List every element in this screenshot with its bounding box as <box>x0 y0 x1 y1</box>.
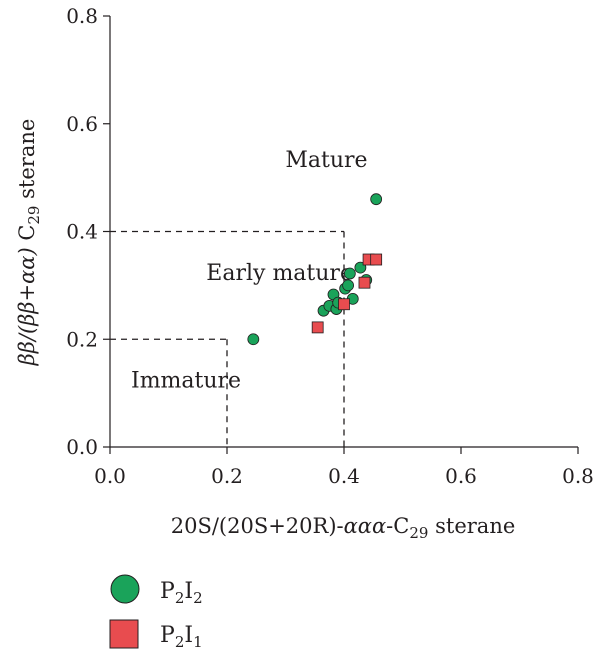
point-p2i2 <box>343 267 356 280</box>
region-labels: Mature Early mature Immature <box>131 148 368 394</box>
y-ticks: 0.0 0.2 0.4 0.6 0.8 <box>66 4 110 459</box>
legend: P2I2 P2I1 <box>109 574 203 651</box>
legend-item-p2i2: P2I2 <box>110 574 203 607</box>
region-label-early-mature: Early mature <box>206 261 353 286</box>
legend-label-p2i2: P2I2 <box>160 579 203 607</box>
point-p2i1 <box>370 253 383 266</box>
data-points <box>247 193 383 346</box>
x-tick-label: 0.0 <box>94 464 126 488</box>
x-tick-label: 0.8 <box>562 464 594 488</box>
point-p2i2 <box>370 193 383 206</box>
region-label-mature: Mature <box>285 148 367 173</box>
y-tick-label: 0.6 <box>66 112 98 136</box>
point-p2i2 <box>342 279 354 292</box>
y-tick-label: 0.8 <box>66 4 98 28</box>
legend-marker-circle <box>110 574 140 604</box>
legend-marker-square <box>109 619 139 649</box>
y-tick-label: 0.0 <box>66 435 98 459</box>
point-p2i1 <box>338 298 350 311</box>
x-tick-label: 0.2 <box>211 464 243 488</box>
region-boundaries <box>110 230 345 447</box>
x-tick-label: 0.4 <box>328 464 360 488</box>
legend-item-p2i1: P2I1 <box>109 619 203 651</box>
y-tick-label: 0.2 <box>66 327 98 351</box>
x-axis-title: 20S/(20S+20R)-ααα-C29 sterane <box>171 514 516 542</box>
y-axis-title: ββ/(ββ+αα) C29 sterane <box>15 119 43 367</box>
x-tick-label: 0.6 <box>445 464 477 488</box>
point-p2i1 <box>311 321 324 334</box>
region-label-immature: Immature <box>131 369 241 394</box>
x-ticks: 0.0 0.2 0.4 0.6 0.8 <box>94 447 594 488</box>
point-p2i1 <box>358 276 371 289</box>
point-p2i2 <box>247 333 260 346</box>
legend-label-p2i1: P2I1 <box>160 623 203 651</box>
y-tick-label: 0.4 <box>66 220 98 244</box>
